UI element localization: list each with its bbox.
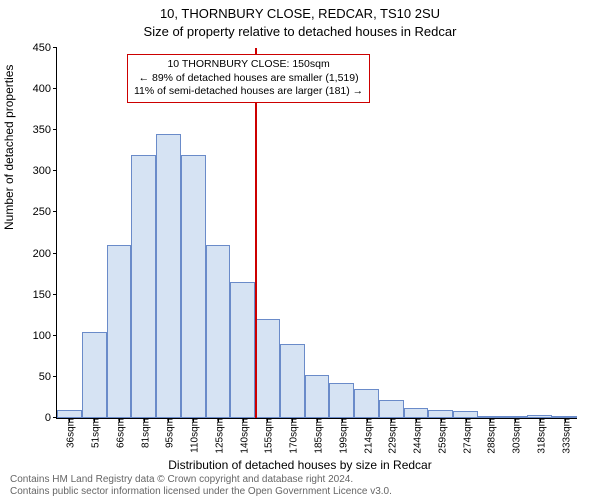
histogram-bar <box>404 408 429 418</box>
histogram-bar <box>379 400 404 418</box>
histogram-bar <box>280 344 305 418</box>
x-tick-label: 229sqm <box>384 418 399 454</box>
footnote-line2: Contains public sector information licen… <box>10 486 392 498</box>
x-tick-label: 140sqm <box>235 418 250 454</box>
chart-title-main: 10, THORNBURY CLOSE, REDCAR, TS10 2SU <box>0 6 600 21</box>
histogram-bar <box>329 383 354 418</box>
x-tick-label: 66sqm <box>111 418 126 448</box>
x-tick-label: 199sqm <box>334 418 349 454</box>
y-tick-label: 450 <box>33 42 57 54</box>
chart-title-sub: Size of property relative to detached ho… <box>0 24 600 39</box>
y-tick-label: 0 <box>45 412 57 424</box>
x-tick-label: 125sqm <box>210 418 225 454</box>
histogram-bar <box>107 245 132 418</box>
x-tick-label: 274sqm <box>458 418 473 454</box>
x-tick-label: 51sqm <box>87 418 102 448</box>
y-tick-mark <box>53 335 57 336</box>
y-tick-label: 350 <box>33 124 57 136</box>
x-tick-label: 110sqm <box>186 418 201 453</box>
x-tick-label: 95sqm <box>161 418 176 448</box>
histogram-bar <box>428 410 453 418</box>
x-tick-label: 259sqm <box>433 418 448 454</box>
y-tick-label: 400 <box>33 83 57 95</box>
chart-container: 10, THORNBURY CLOSE, REDCAR, TS10 2SU Si… <box>0 0 600 500</box>
x-tick-label: 333sqm <box>557 418 572 454</box>
histogram-bar <box>255 319 280 418</box>
histogram-bar <box>156 134 181 418</box>
x-tick-label: 214sqm <box>359 418 374 454</box>
y-tick-mark <box>53 170 57 171</box>
y-tick-mark <box>53 88 57 89</box>
x-tick-label: 185sqm <box>310 418 325 454</box>
y-tick-label: 300 <box>33 165 57 177</box>
x-axis-label: Distribution of detached houses by size … <box>0 458 600 472</box>
y-tick-mark <box>53 211 57 212</box>
x-tick-label: 81sqm <box>136 418 151 448</box>
footnote-line1: Contains HM Land Registry data © Crown c… <box>10 474 392 486</box>
x-tick-label: 244sqm <box>409 418 424 454</box>
y-tick-label: 150 <box>33 289 57 301</box>
y-tick-label: 200 <box>33 248 57 260</box>
y-tick-label: 250 <box>33 206 57 218</box>
y-tick-mark <box>53 376 57 377</box>
histogram-bar <box>131 155 156 418</box>
y-tick-mark <box>53 47 57 48</box>
plot-area: 05010015020025030035040045036sqm51sqm66s… <box>56 48 577 419</box>
y-axis-label: Number of detached properties <box>2 65 16 230</box>
histogram-bar <box>305 375 330 418</box>
annotation-line: 11% of semi-detached houses are larger (… <box>134 85 363 99</box>
histogram-bar <box>82 332 107 418</box>
marker-line <box>255 48 257 418</box>
footnote: Contains HM Land Registry data © Crown c… <box>10 474 392 498</box>
histogram-bar <box>181 155 206 418</box>
y-tick-label: 50 <box>39 371 57 383</box>
annotation-line: ← 89% of detached houses are smaller (1,… <box>134 72 363 86</box>
x-tick-label: 303sqm <box>508 418 523 454</box>
y-tick-label: 100 <box>33 330 57 342</box>
x-tick-label: 288sqm <box>483 418 498 454</box>
annotation-line: 10 THORNBURY CLOSE: 150sqm <box>134 58 363 72</box>
annotation-box: 10 THORNBURY CLOSE: 150sqm← 89% of detac… <box>127 54 370 103</box>
y-tick-mark <box>53 129 57 130</box>
x-tick-label: 155sqm <box>260 418 275 454</box>
histogram-bar <box>354 389 379 418</box>
histogram-bar <box>57 410 82 418</box>
y-tick-mark <box>53 294 57 295</box>
x-tick-label: 318sqm <box>532 418 547 454</box>
x-tick-label: 36sqm <box>62 418 77 448</box>
x-tick-label: 170sqm <box>285 418 300 454</box>
y-tick-mark <box>53 253 57 254</box>
histogram-bar <box>206 245 231 418</box>
histogram-bar <box>230 282 255 418</box>
